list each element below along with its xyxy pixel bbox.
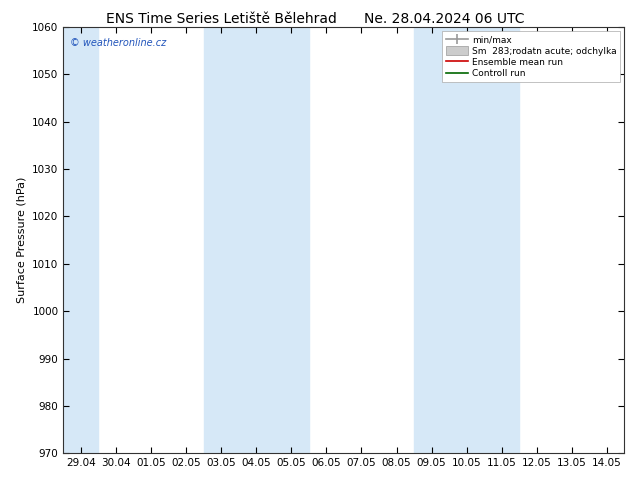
Legend: min/max, Sm  283;rodatn acute; odchylka, Ensemble mean run, Controll run: min/max, Sm 283;rodatn acute; odchylka, … xyxy=(442,31,620,82)
Bar xyxy=(204,27,309,453)
Text: ENS Time Series Letiště Bělehrad: ENS Time Series Letiště Bělehrad xyxy=(107,12,337,26)
Y-axis label: Surface Pressure (hPa): Surface Pressure (hPa) xyxy=(16,177,27,303)
Text: Ne. 28.04.2024 06 UTC: Ne. 28.04.2024 06 UTC xyxy=(363,12,524,26)
Bar xyxy=(63,27,98,453)
Bar xyxy=(414,27,519,453)
Text: © weatheronline.cz: © weatheronline.cz xyxy=(70,38,166,48)
